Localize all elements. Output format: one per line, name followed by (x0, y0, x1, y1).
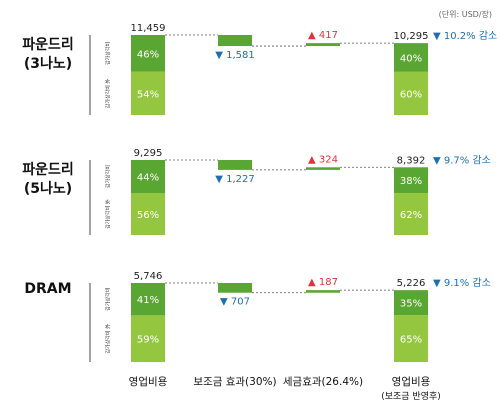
bar-end-depreciation (394, 167, 428, 194)
start-top-pct: 41% (137, 295, 159, 306)
start-top-pct: 46% (137, 49, 159, 60)
tax-change-label: ▲ 417 (308, 30, 338, 41)
bar-start-other (131, 71, 165, 115)
row-label: (3나노) (24, 56, 72, 72)
bar-start-depreciation (131, 35, 165, 72)
bar-tax (306, 167, 340, 170)
reduction-label: ▼ 9.7% 감소 (433, 154, 491, 166)
end-top-pct: 35% (400, 299, 422, 310)
bar-end-other (394, 71, 428, 115)
reduction-label: ▼ 9.1% 감소 (433, 277, 491, 289)
x-axis-label: 보조금 효과(30%) (193, 376, 276, 388)
x-axis-label: 영업비용 (129, 375, 168, 388)
bar-start-depreciation (131, 283, 165, 316)
x-axis-label: 영업비용 (392, 375, 431, 388)
end-total-label: 10,295 (394, 31, 429, 42)
x-axis-label: 세금효과(26.4%) (283, 376, 363, 388)
bar-start-other (131, 193, 165, 235)
bar-subsidy (218, 283, 252, 293)
subsidy-change-label: ▼ 1,581 (215, 50, 255, 61)
row-label: (5나노) (24, 181, 72, 197)
start-total-label: 9,295 (134, 148, 163, 159)
unit-note: (단위: USD/장) (439, 9, 492, 19)
end-bottom-pct: 65% (400, 335, 422, 346)
start-total-label: 5,746 (134, 271, 163, 282)
start-top-pct: 44% (137, 173, 159, 184)
bar-end-depreciation (394, 290, 428, 316)
end-bottom-pct: 62% (400, 210, 422, 221)
end-top-pct: 38% (400, 176, 422, 187)
bar-tax (306, 290, 340, 293)
segment-name-label: 감가상각비 外 (105, 79, 112, 109)
tax-change-label: ▲ 324 (308, 154, 338, 165)
start-total-label: 11,459 (131, 23, 166, 34)
segment-name-label: 감가상각비 (105, 288, 112, 311)
bar-end-depreciation (394, 43, 428, 72)
row-label: 파운드리 (22, 162, 74, 178)
reduction-label: ▼ 10.2% 감소 (433, 30, 497, 42)
bar-end-other (394, 193, 428, 235)
start-bottom-pct: 54% (137, 89, 159, 100)
segment-name-label: 감가상각비 (105, 165, 112, 188)
subsidy-change-label: ▼ 1,227 (215, 174, 255, 185)
segment-name-label: 감가상각비 外 (105, 324, 112, 354)
bar-subsidy (218, 35, 252, 47)
bar-end-other (394, 315, 428, 362)
segment-name-label: 감가상각비 (105, 42, 112, 65)
end-total-label: 8,392 (397, 155, 426, 166)
row-label: 파운드리 (22, 37, 74, 53)
start-bottom-pct: 56% (137, 210, 159, 221)
start-bottom-pct: 59% (137, 335, 159, 346)
bar-start-depreciation (131, 160, 165, 193)
segment-name-label: 감가상각비 外 (105, 199, 112, 229)
bar-start-other (131, 315, 165, 362)
end-total-label: 5,226 (397, 278, 426, 289)
subsidy-change-label: ▼ 707 (220, 297, 250, 308)
bar-subsidy (218, 160, 252, 170)
end-bottom-pct: 60% (400, 89, 422, 100)
tax-change-label: ▲ 187 (308, 277, 338, 288)
bar-tax (306, 43, 340, 47)
x-axis-sublabel: (보조금 반영후) (381, 391, 441, 402)
end-top-pct: 40% (400, 54, 422, 65)
row-label: DRAM (24, 281, 71, 297)
